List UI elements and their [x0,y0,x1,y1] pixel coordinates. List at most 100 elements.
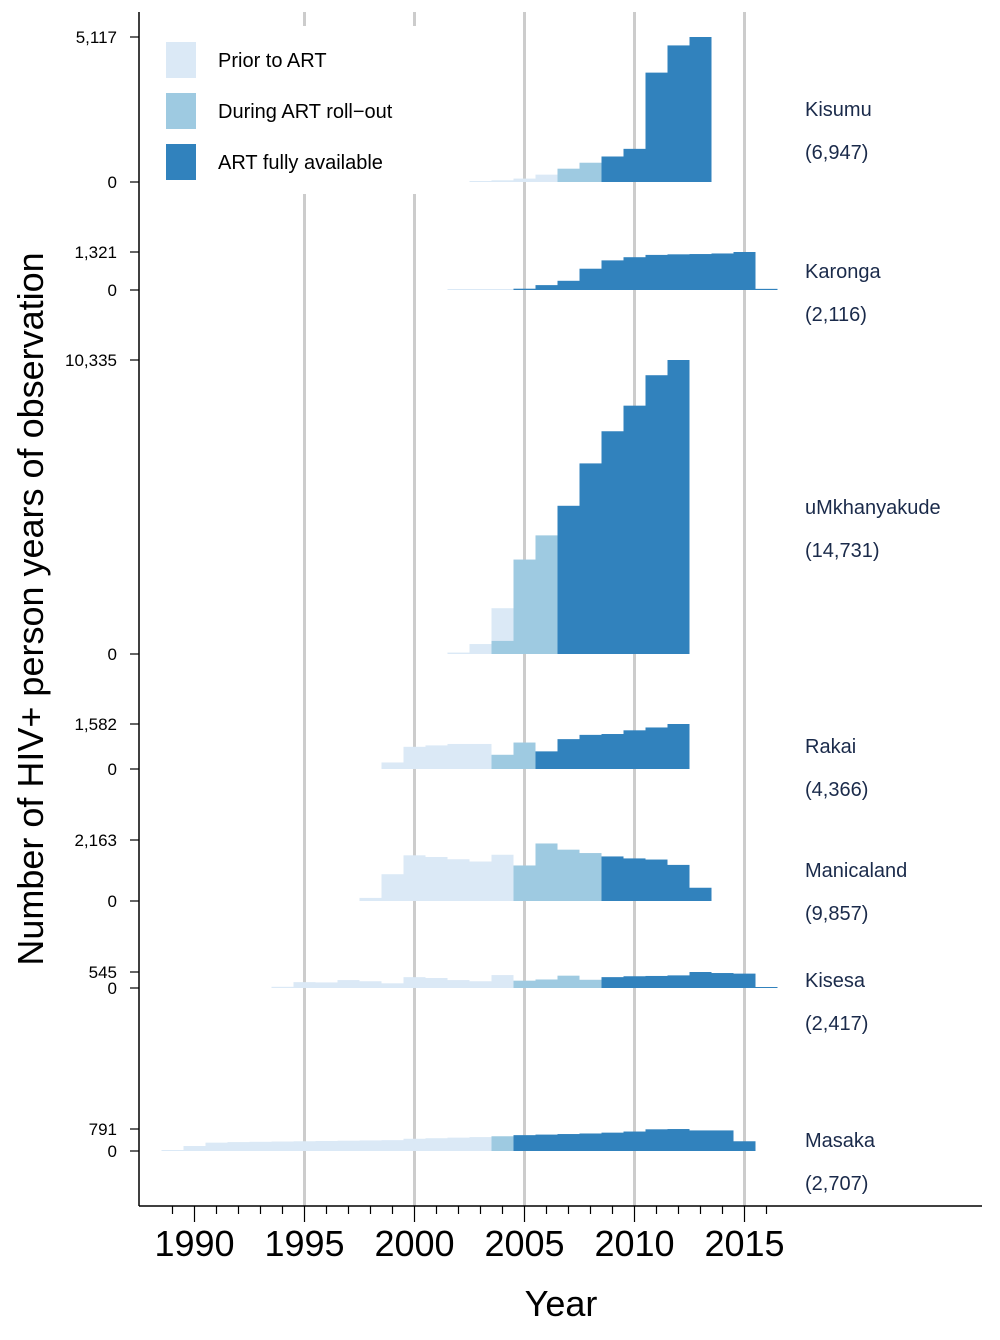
bar-masaka-2004-rollout [491,1136,514,1151]
site-total-manicaland: (9,857) [805,903,868,925]
site-total-kisumu: (6,947) [805,142,868,164]
site-name-masaka: Masaka [805,1130,876,1152]
bar-manicaland-2006-rollout [535,843,558,901]
bar-umkhanyakude-2011-full [645,375,668,654]
bar-umkhanyakude-2005-rollout [513,559,536,654]
bar-kisesa-2004-prior [491,975,514,988]
bar-umkhanyakude-2009-full [601,431,624,654]
bar-karonga-2011-full [645,254,668,290]
bar-rakai-2002-prior [447,743,470,769]
bar-kisesa-2012-full [667,975,690,988]
bar-rakai-2001-prior [425,745,448,769]
bar-umkhanyakude-2012-full [667,360,690,654]
bar-masaka-1997-prior [337,1140,360,1151]
bar-manicaland-2004-prior [491,854,514,901]
bar-kisumu-2005-prior [513,178,536,182]
bar-kisesa-2001-prior [425,978,448,988]
y-tick-label-masaka-zero: 0 [108,1142,117,1161]
y-tick-label-karonga-max: 1,321 [74,243,117,262]
bar-masaka-1989-prior [161,1150,184,1151]
bar-kisumu-2008-rollout [579,162,602,182]
bar-kisumu-2012-full [667,45,690,183]
bar-kisumu-2003-prior [469,181,492,182]
bar-masaka-1999-prior [381,1140,404,1151]
bar-kisesa-1997-prior [337,980,360,988]
legend-label-rollout: During ART roll−out [218,101,393,123]
x-tick-label-2010: 2010 [594,1223,674,1264]
bar-rakai-2006-full [535,751,558,769]
bar-kisesa-2005-rollout [513,980,536,988]
bar-karonga-2016-full [755,288,778,290]
bar-manicaland-2005-rollout [513,865,536,901]
bar-rakai-2010-full [623,730,646,769]
bar-manicaland-2012-full [667,864,690,901]
bar-karonga-2014-full [711,253,734,290]
y-tick-label-kisumu-max: 5,117 [76,28,117,47]
bar-masaka-1993-prior [249,1141,272,1151]
bar-umkhanyakude-2010-full [623,405,646,654]
x-tick-label-2015: 2015 [704,1223,784,1264]
bar-kisesa-2014-full [711,973,734,988]
bar-karonga-2002-prior [447,289,470,290]
bar-umkhanyakude-2002-prior [447,652,470,654]
bar-kisesa-2008-rollout [579,979,602,988]
bar-masaka-2011-full [645,1129,668,1151]
bar-masaka-2013-full [689,1130,712,1151]
legend-swatch-prior [166,42,196,78]
bar-kisesa-2002-prior [447,980,470,988]
bar-kisesa-2007-rollout [557,975,580,988]
legend-swatch-full [166,144,196,180]
bar-karonga-2004-prior [491,289,514,290]
bar-rakai-2004-rollout [491,754,514,769]
bar-masaka-2010-full [623,1131,646,1151]
bar-manicaland-1998-prior [359,897,382,901]
y-tick-label-rakai-zero: 0 [108,760,117,779]
bar-masaka-1990-prior [183,1145,206,1151]
site-total-masaka: (2,707) [805,1173,868,1195]
x-tick-layer: 1990 1995 2000 2005 2010 2015 [154,1206,785,1264]
bar-umkhanyakude-2006-rollout [535,535,558,654]
bar-rakai-2009-full [601,734,624,769]
bar-kisesa-1995-prior [293,982,316,988]
bar-kisesa-2006-rollout [535,979,558,988]
bar-masaka-2000-prior [403,1138,426,1151]
bar-karonga-2015-full [733,252,756,290]
bar-umkhanyakude-2008-full [579,463,602,654]
bar-karonga-2006-full [535,285,558,290]
bar-manicaland-2009-full [601,856,624,901]
bar-karonga-2013-full [689,254,712,290]
site-name-kisesa: Kisesa [805,970,866,992]
bar-kisesa-2003-prior [469,981,492,988]
bar-masaka-2014-full [711,1130,734,1151]
bar-kisumu-2004-prior [491,180,514,182]
bar-masaka-1991-prior [205,1142,228,1151]
site-total-rakai: (4,366) [805,779,868,801]
y-tick-label-masaka-max: 791 [89,1120,117,1139]
bar-kisesa-1996-prior [315,982,338,988]
bar-kisesa-2013-full [689,972,712,988]
x-tick-label-1995: 1995 [264,1223,344,1264]
bar-kisesa-2015-full [733,973,756,988]
y-tick-label-umkhanyakude-zero: 0 [108,645,117,664]
y-tick-label-kisumu-zero: 0 [108,173,117,192]
bar-masaka-2008-full [579,1133,602,1151]
x-tick-label-1990: 1990 [154,1223,234,1264]
bar-layer [161,37,778,1151]
bar-kisesa-1998-prior [359,981,382,988]
site-total-karonga: (2,116) [805,304,867,326]
bar-rakai-2005-rollout [513,742,536,769]
bar-manicaland-2000-prior [403,855,426,901]
axis-layer [138,12,982,1207]
bar-masaka-2003-prior [469,1137,492,1151]
bar-kisesa-2011-full [645,975,668,988]
bar-masaka-2009-full [601,1132,624,1151]
bar-kisumu-2011-full [645,72,668,182]
bar-masaka-1995-prior [293,1141,316,1151]
bar-masaka-2015-full [733,1141,756,1151]
bar-karonga-2009-full [601,260,624,290]
y-tick-label-kisesa-max: 545 [89,963,117,982]
bar-rakai-2000-prior [403,746,426,769]
bar-manicaland-1999-prior [381,874,404,901]
bar-kisesa-1999-prior [381,983,404,988]
